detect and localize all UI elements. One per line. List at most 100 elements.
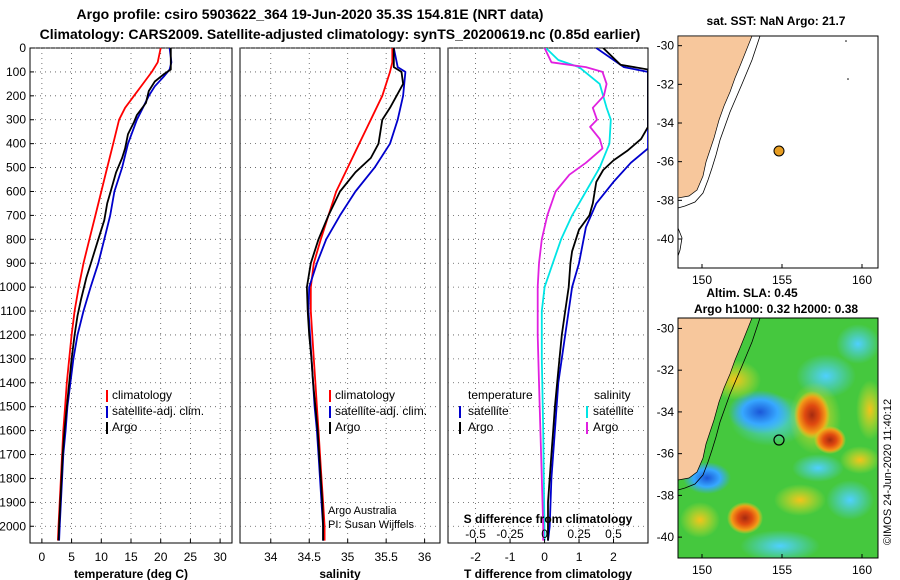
temperature-axis-label: temperature (deg C) xyxy=(74,567,188,580)
sla-map-x-tick-label: 155 xyxy=(772,563,792,577)
temperature-series-climatology xyxy=(57,48,162,541)
sla-map-title2: Argo h1000: 0.32 h2000: 0.38 xyxy=(694,302,858,316)
difference-series-salinity-satellite xyxy=(540,48,612,541)
temperature-legend: climatology satellite-adj. clim. Argo xyxy=(106,388,204,434)
salinity-x-tick-label: 34 xyxy=(264,550,278,564)
sst-map-shelf-contour xyxy=(677,35,761,209)
sst-map-y-tick-label: -38 xyxy=(657,193,675,207)
sst-map-x-tick-label: 155 xyxy=(772,273,792,287)
depth-tick-label: 1400 xyxy=(0,376,26,390)
depth-tick-label: 300 xyxy=(6,113,26,127)
diff-legend-sal-argo: Argo xyxy=(593,420,619,434)
temperature-legend-climatology: climatology xyxy=(112,388,172,402)
salinity-x-tick-label: 36 xyxy=(418,550,432,564)
salinity-x-tick-label: 34.5 xyxy=(298,550,322,564)
temperature-x-tick-label: 15 xyxy=(124,550,138,564)
depth-tick-label: 0 xyxy=(19,41,26,55)
difference-series-salinity-argo xyxy=(536,48,608,541)
sla-map-y-tick-label: -40 xyxy=(657,530,675,544)
depth-tick-label: 2000 xyxy=(0,519,26,533)
temperature-x-tick-label: 25 xyxy=(184,550,198,564)
depth-tick-label: 1000 xyxy=(0,280,26,294)
sst-map-y-tick-label: -36 xyxy=(657,155,675,169)
depth-tick-label: 1300 xyxy=(0,352,26,366)
salinity-panel xyxy=(239,47,441,544)
salinity-axis-label: salinity xyxy=(319,567,361,580)
sla-map-x-tick-label: 160 xyxy=(852,563,872,577)
sla-map-title1: Altim. SLA: 0.45 xyxy=(706,286,798,300)
depth-tick-label: 700 xyxy=(6,208,26,222)
sla-map-y-tick-label: -30 xyxy=(657,321,675,335)
difference-x-tick-label: -2 xyxy=(470,550,481,564)
sla-map-y-tick-label: -34 xyxy=(657,405,675,419)
salinity-profiles xyxy=(305,48,407,541)
difference-panel xyxy=(447,47,649,544)
temperature-x-tick-label: 0 xyxy=(39,550,46,564)
figure-title-line2: Climatology: CARS2009. Satellite-adjuste… xyxy=(40,26,641,42)
difference-x-tick-label: -1 xyxy=(505,550,516,564)
sst-map-argo-marker xyxy=(773,145,785,157)
sst-map-y-tick-label: -32 xyxy=(657,77,675,91)
depth-tick-label: 800 xyxy=(6,232,26,246)
temperature-x-tick-label: 5 xyxy=(68,550,75,564)
s-difference-tick-label: 0 xyxy=(541,527,548,541)
s-difference-tick-label: -0.5 xyxy=(465,527,486,541)
sla-map-argo-marker xyxy=(773,434,785,446)
credit-line2: PI: Susan Wijffels xyxy=(328,519,414,531)
sst-map-land xyxy=(677,35,753,199)
diff-legend-temp-argo: Argo xyxy=(468,420,494,434)
sla-map-axes: 150 155 160 -30 -32 -34 -36 -38 -40 xyxy=(657,321,873,577)
diff-legend-sal-satellite: satellite xyxy=(593,404,634,418)
salinity-legend-argo: Argo xyxy=(335,420,361,434)
sla-map-x-tick-label: 150 xyxy=(692,563,712,577)
sst-map-y-tick-label: -40 xyxy=(657,232,675,246)
sla-map-y-tick-label: -32 xyxy=(657,363,675,377)
sla-map-land xyxy=(678,318,753,481)
salinity-x-tick-label: 35.5 xyxy=(374,550,398,564)
temperature-series-satellite-adj-clim- xyxy=(58,48,173,541)
sst-map-axes: 150 155 160 -30 -32 -34 -36 -38 -40 xyxy=(657,39,873,287)
salinity-x-tick-label: 35 xyxy=(341,550,355,564)
salinity-series-satellite-adj-clim- xyxy=(307,48,407,541)
difference-x-tick-label: 0 xyxy=(541,550,548,564)
diff-legend-salinity-header: salinity xyxy=(594,388,631,402)
x-axes: 0 5 10 15 20 25 30 34 34.5 35 35.5 36 -2 -1 0 1 2 -0.5 -0.… xyxy=(39,527,623,564)
temperature-x-tick-label: 30 xyxy=(213,550,227,564)
salinity-legend-satellite: satellite-adj. clim. xyxy=(335,404,427,418)
sst-map-southern-coast xyxy=(677,227,683,257)
difference-legend: temperature salinity satellite Argo sate… xyxy=(459,388,634,434)
s-difference-tick-label: 0.25 xyxy=(567,527,591,541)
salinity-series-climatology xyxy=(309,48,394,541)
sst-map-x-tick-label: 160 xyxy=(852,273,872,287)
sst-map-y-tick-label: -34 xyxy=(657,116,675,130)
difference-grid xyxy=(448,47,648,543)
temperature-legend-satellite: satellite-adj. clim. xyxy=(112,404,204,418)
temperature-series-argo xyxy=(57,48,172,541)
temperature-x-tick-label: 10 xyxy=(95,550,109,564)
sst-map-x-tick-label: 150 xyxy=(692,273,712,287)
s-difference-axis-label: S difference from climatology xyxy=(464,512,633,526)
salinity-grid xyxy=(240,47,440,543)
depth-tick-label: 1200 xyxy=(0,328,26,342)
depth-tick-label: 900 xyxy=(6,256,26,270)
salinity-series-argo xyxy=(305,48,405,541)
diff-legend-temp-satellite: satellite xyxy=(468,404,509,418)
depth-tick-label: 100 xyxy=(6,65,26,79)
s-difference-tick-label: -0.25 xyxy=(496,527,524,541)
sst-map-title: sat. SST: NaN Argo: 21.7 xyxy=(707,14,846,28)
t-difference-axis-label: T difference from climatology xyxy=(464,567,632,580)
diff-legend-temperature-header: temperature xyxy=(468,388,533,402)
temperature-profiles xyxy=(57,48,173,541)
depth-axis: 0 100 200 300 400 500 600 700 800 900 1000 1100 1200… xyxy=(0,41,34,533)
sla-map xyxy=(678,318,878,558)
temperature-legend-argo: Argo xyxy=(112,420,138,434)
depth-tick-label: 1700 xyxy=(0,448,26,462)
sst-map-y-tick-label: -30 xyxy=(657,39,675,53)
figure-title-line1: Argo profile: csiro 5903622_364 19-Jun-2… xyxy=(77,6,544,22)
depth-tick-label: 1800 xyxy=(0,471,26,485)
difference-series-temperature-argo xyxy=(547,48,648,541)
depth-tick-label: 1100 xyxy=(0,304,26,318)
sst-map xyxy=(677,35,879,269)
s-difference-tick-label: 0.5 xyxy=(605,527,622,541)
